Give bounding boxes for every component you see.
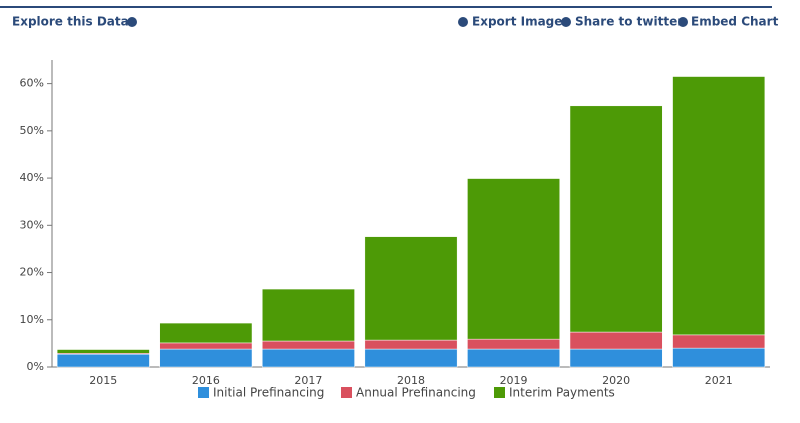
bar-segment bbox=[569, 331, 663, 350]
embed-link[interactable]: Embed Chart bbox=[691, 15, 779, 29]
explore-link[interactable]: Explore this Data bbox=[12, 15, 129, 29]
bar-segment bbox=[467, 338, 560, 350]
bar-segment bbox=[262, 288, 355, 342]
explore-icon bbox=[127, 17, 137, 27]
y-tick-label: 0% bbox=[27, 360, 44, 373]
y-tick-label: 30% bbox=[20, 218, 44, 231]
legend-label: Annual Prefinancing bbox=[356, 386, 476, 400]
bar-segment bbox=[672, 76, 766, 336]
bar-segment bbox=[364, 236, 458, 341]
bar-segment bbox=[262, 340, 355, 350]
y-tick-label: 10% bbox=[20, 313, 44, 326]
export-icon bbox=[458, 17, 468, 27]
legend-label: Initial Prefinancing bbox=[213, 386, 324, 400]
legend-swatch bbox=[494, 387, 505, 398]
bar-segment bbox=[262, 348, 355, 368]
export-link[interactable]: Export Image bbox=[472, 15, 562, 29]
bar-segment bbox=[364, 348, 458, 368]
bar-segment bbox=[159, 342, 253, 350]
y-tick-label: 20% bbox=[20, 266, 44, 279]
y-tick-label: 50% bbox=[20, 124, 44, 137]
x-tick-label: 2021 bbox=[705, 374, 733, 387]
x-tick-label: 2019 bbox=[500, 374, 528, 387]
bar-segment bbox=[569, 105, 663, 333]
share-icon bbox=[561, 17, 571, 27]
bar-segment bbox=[159, 322, 253, 344]
share-link[interactable]: Share to twitter bbox=[575, 15, 683, 29]
bar-segment bbox=[159, 348, 253, 368]
bar-segment bbox=[56, 353, 150, 368]
legend-swatch bbox=[341, 387, 352, 398]
bar-segment bbox=[672, 334, 766, 349]
bar-segment bbox=[467, 178, 560, 340]
legend-swatch bbox=[198, 387, 209, 398]
bar-segment bbox=[467, 348, 560, 368]
x-tick-label: 2015 bbox=[89, 374, 117, 387]
bar-segment bbox=[364, 339, 458, 350]
y-tick-label: 40% bbox=[20, 171, 44, 184]
bar-segment bbox=[569, 348, 663, 368]
y-tick-label: 60% bbox=[20, 77, 44, 90]
x-tick-label: 2018 bbox=[397, 374, 425, 387]
bar-segment bbox=[672, 347, 766, 368]
legend-label: Interim Payments bbox=[509, 386, 615, 400]
embed-icon bbox=[678, 17, 688, 27]
bar-segment bbox=[56, 349, 150, 354]
x-tick-label: 2020 bbox=[602, 374, 630, 387]
x-tick-label: 2016 bbox=[192, 374, 220, 387]
x-tick-label: 2017 bbox=[294, 374, 322, 387]
